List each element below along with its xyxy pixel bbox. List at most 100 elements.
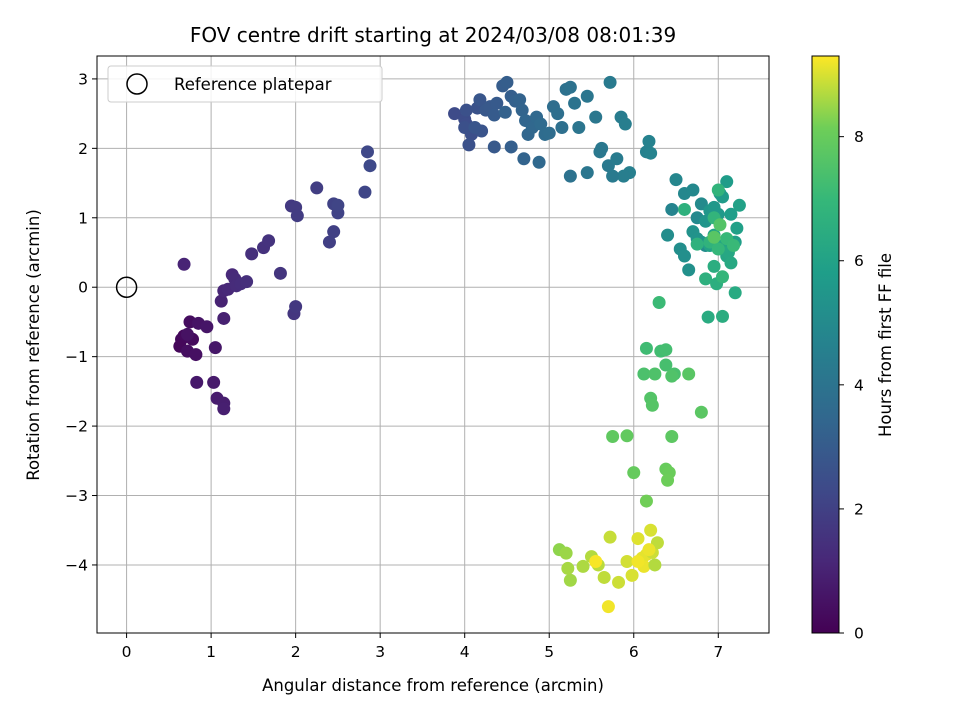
data-point <box>273 266 287 280</box>
data-point <box>513 93 527 107</box>
legend-box <box>107 65 383 103</box>
x-tick-label: 1 <box>206 643 216 661</box>
data-point <box>532 155 546 169</box>
data-point <box>289 300 303 314</box>
data-point <box>720 175 734 189</box>
data-point <box>648 367 662 381</box>
plot-frame <box>96 55 770 634</box>
data-point <box>665 369 679 383</box>
data-point <box>690 237 704 251</box>
data-point <box>716 309 730 323</box>
data-point <box>711 242 725 256</box>
colorbar-tick-label: 2 <box>854 500 864 518</box>
data-point <box>665 430 679 444</box>
data-point <box>682 263 696 277</box>
data-point <box>177 257 191 271</box>
y-axis-label: Rotation from reference (arcmin) <box>24 209 43 481</box>
x-axis-label: Angular distance from reference (arcmin) <box>262 676 604 695</box>
data-point <box>661 228 675 242</box>
data-point <box>498 105 512 119</box>
data-point <box>487 140 501 154</box>
data-point <box>468 121 482 135</box>
colorbar-tick-label: 8 <box>854 128 864 146</box>
data-point <box>637 367 651 381</box>
x-tick-label: 0 <box>122 643 132 661</box>
data-point <box>644 523 658 537</box>
data-point <box>245 247 259 261</box>
y-tick-label: −2 <box>65 418 88 436</box>
data-point <box>665 202 679 216</box>
x-tick-label: 4 <box>460 643 470 661</box>
data-point <box>563 169 577 183</box>
data-point <box>589 110 603 124</box>
data-point <box>677 249 691 263</box>
data-point <box>618 117 632 131</box>
data-point <box>490 96 504 110</box>
data-point <box>645 398 659 412</box>
data-point <box>713 218 727 232</box>
data-point <box>631 532 645 546</box>
data-point <box>189 348 203 362</box>
data-point <box>627 466 641 480</box>
data-point <box>563 573 577 587</box>
data-point <box>603 75 617 89</box>
y-tick-label: −1 <box>65 348 88 366</box>
data-point <box>728 286 742 300</box>
colorbar: 0 2 4 6 8 Hours from first FF file <box>811 55 895 643</box>
data-point <box>240 275 254 289</box>
data-point <box>724 207 738 221</box>
legend-reference-marker <box>126 73 148 95</box>
data-point <box>699 272 713 286</box>
data-point <box>363 159 377 173</box>
data-point <box>730 221 744 235</box>
y-tick-label: 3 <box>78 70 88 88</box>
data-point <box>639 494 653 508</box>
data-point <box>580 89 594 103</box>
data-point <box>593 145 607 159</box>
data-point <box>217 311 231 325</box>
reference-platepar-point <box>115 276 138 298</box>
data-point <box>572 121 586 135</box>
data-point <box>200 320 214 334</box>
axis-ticks: 0 1 2 3 4 5 6 7 −4 −3 −2 −1 0 1 2 3 <box>65 70 723 661</box>
y-tick-label: 2 <box>78 140 88 158</box>
data-point <box>642 134 656 148</box>
data-point <box>459 103 473 117</box>
colorbar-frame <box>811 55 840 634</box>
data-point <box>310 181 324 195</box>
data-point <box>726 239 740 253</box>
data-point <box>561 561 575 575</box>
data-point <box>648 558 662 572</box>
data-point <box>732 198 746 212</box>
data-point <box>661 473 675 487</box>
data-point <box>659 358 673 372</box>
data-point <box>331 198 345 212</box>
colorbar-ticks: 0 2 4 6 8 <box>839 128 864 643</box>
data-point <box>612 575 626 589</box>
data-point <box>606 430 620 444</box>
data-point <box>631 554 645 568</box>
x-tick-label: 3 <box>375 643 385 661</box>
data-point <box>669 173 683 187</box>
reference-marker <box>115 276 138 298</box>
data-point <box>358 185 372 199</box>
data-point <box>217 402 231 416</box>
y-tick-label: 1 <box>78 209 88 227</box>
data-point <box>716 270 730 284</box>
data-point <box>694 405 708 419</box>
data-point <box>568 96 582 110</box>
data-point <box>652 295 666 309</box>
colorbar-tick-label: 6 <box>854 252 864 270</box>
data-point <box>707 259 721 273</box>
data-point <box>322 235 336 249</box>
legend-entry-label: Reference platepar <box>174 75 332 94</box>
data-point <box>559 546 573 560</box>
y-tick-label: −3 <box>65 487 88 505</box>
data-point <box>597 570 611 584</box>
colorbar-gradient <box>812 56 839 633</box>
data-point <box>686 183 700 197</box>
data-point <box>462 138 476 152</box>
data-point <box>724 256 738 270</box>
y-tick-label: −4 <box>65 556 88 574</box>
data-point <box>659 343 673 357</box>
